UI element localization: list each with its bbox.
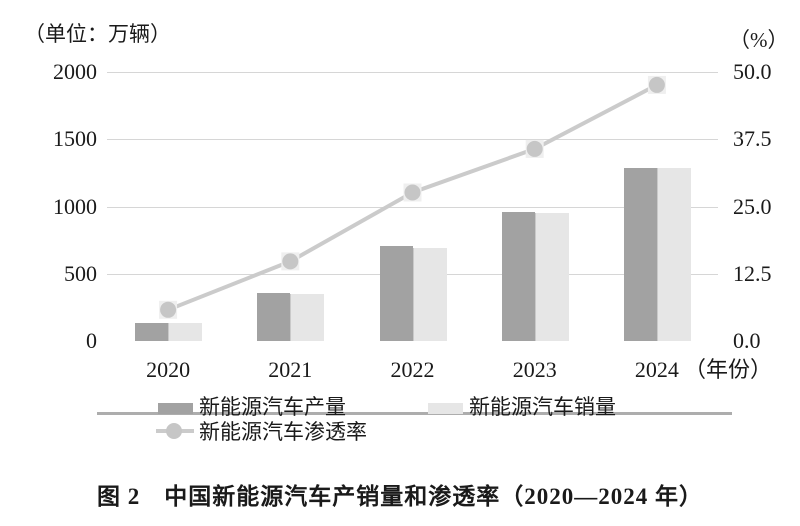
legend-label-production: 新能源汽车产量 [199,395,346,419]
left-tick-0: 0 [86,328,97,353]
penetration-marker-2023 [526,140,543,157]
right-tick-0.0: 0.0 [733,328,761,353]
figure-caption: 图 2 中国新能源汽车产销量和渗透率（2020—2024 年） [97,484,703,509]
x-axis-line [97,412,732,415]
legend-swatch-production [158,403,193,414]
right-tick-12.5: 12.5 [733,260,772,286]
penetration-marker-2021 [282,253,299,270]
legend-label-penetration: 新能源汽车渗透率 [199,420,367,444]
penetration-marker-2024 [648,76,665,93]
gridline [107,139,718,141]
production-bar-2020 [135,322,169,341]
x-tick-2020: 2020 [146,357,191,382]
x-axis-unit-label: （年份） [684,357,773,382]
right-tick-37.5: 37.5 [733,126,772,152]
sales-bar-2024 [656,168,691,341]
left-tick-2000: 2000 [53,59,97,84]
production-bar-2023 [501,212,535,341]
left-tick-1000: 1000 [53,193,97,219]
left-axis-unit-label: （单位：万辆） [24,22,171,46]
right-tick-50.0: 50.0 [733,59,772,84]
sales-bar-2023 [534,213,569,341]
x-tick-2024: 2024 [634,357,679,382]
legend-label-sales: 新能源汽车销量 [469,395,616,419]
production-bar-2022 [379,246,413,341]
penetration-marker-2020 [160,301,177,318]
sales-bar-2021 [290,293,325,341]
right-tick-25.0: 25.0 [733,193,772,219]
penetration-line-layer [159,75,666,319]
x-tick-2023: 2023 [512,357,557,382]
production-bar-2021 [257,293,291,341]
left-tick-500: 500 [64,260,97,286]
legend-dot-icon [166,423,182,439]
legend-swatch-sales [428,403,463,414]
plot-area [97,72,732,415]
x-tick-2021: 2021 [268,357,313,382]
x-tick-2022: 2022 [390,357,435,382]
gridline [107,206,718,208]
gridline [107,72,718,73]
penetration-marker-2022 [404,184,421,201]
production-bar-2024 [623,167,657,341]
sales-bar-2022 [412,248,447,341]
sales-bar-2020 [168,322,203,341]
left-tick-1500: 1500 [53,126,97,152]
right-axis-unit-label: （%） [729,28,789,52]
